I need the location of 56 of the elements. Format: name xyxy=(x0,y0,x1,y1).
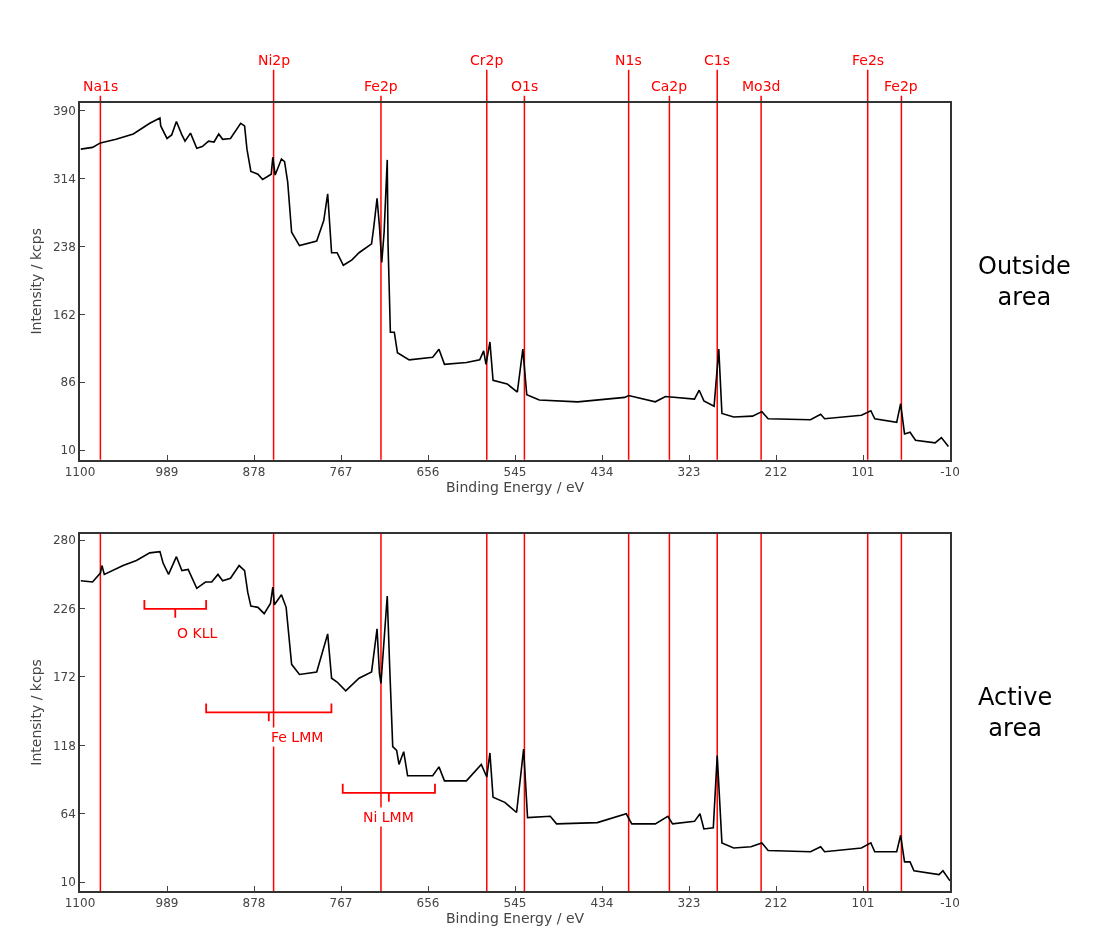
ref-line-label: Mo3d xyxy=(742,78,781,94)
x-axis-title: Binding Energy / eV xyxy=(445,479,585,495)
ref-line-label: Ni2p xyxy=(258,52,291,68)
ref-line-label: Fe2p xyxy=(884,78,918,94)
ref-line-label: Fe2p xyxy=(364,78,398,94)
y-tick-label: 10 xyxy=(60,875,76,890)
annotation: Fe LMM xyxy=(271,729,324,745)
x-tick-label: 767 xyxy=(329,465,353,480)
x-tick-label: 212 xyxy=(764,465,788,480)
x-tick-label: 656 xyxy=(416,896,440,911)
ref-line-label: O1s xyxy=(511,78,539,94)
ref-line-label: Cr2p xyxy=(470,52,504,68)
y-tick-label: 162 xyxy=(52,307,76,322)
y-tick-label: 314 xyxy=(52,171,76,186)
line-series xyxy=(80,550,950,882)
x-tick-label: 101 xyxy=(851,465,875,480)
x-tick-label: 656 xyxy=(416,465,440,480)
y-tick-label: 238 xyxy=(52,239,76,254)
y-tick-label: 118 xyxy=(52,738,76,753)
line-series xyxy=(80,117,950,448)
text: Active area xyxy=(978,683,1053,743)
x-tick-label: 212 xyxy=(764,896,788,911)
y-axis-title: Intensity / kcps xyxy=(28,228,45,335)
annotation: O KLL xyxy=(177,625,218,641)
x-tick-label: 989 xyxy=(155,896,179,911)
y-tick-label: 172 xyxy=(52,670,76,685)
ref-line-label: Fe2s xyxy=(852,52,885,68)
ref-line-label: N1s xyxy=(615,52,642,68)
annotation: Ni LMM xyxy=(363,809,414,825)
x-tick-label: 434 xyxy=(590,465,614,480)
x-tick-label: 989 xyxy=(155,465,179,480)
x-tick-label: 878 xyxy=(242,465,266,480)
y-axis-title: Intensity / kcps xyxy=(28,659,45,766)
x-tick-label: -10 xyxy=(940,896,960,911)
x-tick-label: 1100 xyxy=(64,896,96,911)
y-tick-label: 280 xyxy=(52,533,76,548)
x-axis-title: Binding Energy / eV xyxy=(445,910,585,927)
y-tick-label: 226 xyxy=(52,601,76,616)
x-tick-label: 545 xyxy=(503,465,527,480)
x-tick-label: -10 xyxy=(940,465,960,480)
x-tick-label: 878 xyxy=(242,896,266,911)
y-tick-label: 390 xyxy=(52,103,76,118)
ref-line-label: Ca2p xyxy=(651,78,688,94)
x-tick-label: 323 xyxy=(677,465,701,480)
x-tick-label: 545 xyxy=(503,896,527,911)
x-tick-label: 323 xyxy=(677,896,701,911)
x-tick-label: 767 xyxy=(329,896,353,911)
y-tick-label: 64 xyxy=(60,806,76,821)
x-tick-label: 434 xyxy=(590,896,614,911)
x-tick-label: 1100 xyxy=(64,465,96,480)
y-tick-label: 86 xyxy=(60,375,76,390)
text: Outside area xyxy=(978,252,1071,312)
ref-line-label: Na1s xyxy=(83,78,119,94)
x-tick-label: 101 xyxy=(851,896,875,911)
ref-line-label: C1s xyxy=(704,52,730,68)
y-tick-label: 10 xyxy=(60,443,76,458)
